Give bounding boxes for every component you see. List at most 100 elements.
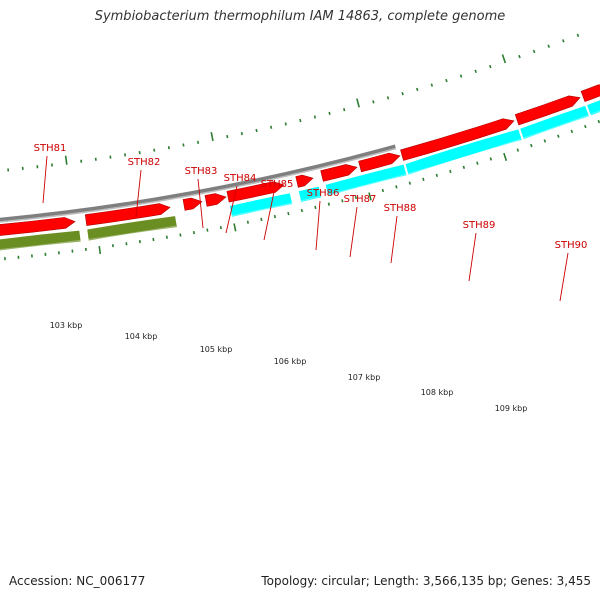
cds-arrow	[358, 152, 401, 173]
scale-tick	[328, 111, 331, 116]
upper-tick	[395, 185, 398, 189]
scale-tick	[255, 128, 258, 133]
upper-tick	[476, 161, 479, 165]
feature-highlight	[590, 110, 600, 116]
gene-label: STH81	[34, 143, 67, 154]
upper-tick	[435, 173, 439, 178]
feature-block	[587, 100, 600, 116]
scale-tick	[562, 39, 565, 43]
scale-tick	[182, 143, 185, 147]
cds-arrow	[400, 118, 515, 161]
feature-block	[405, 129, 522, 175]
feature-highlight	[327, 173, 407, 196]
scale-label: 104 kbp	[125, 332, 158, 341]
gene-label: STH88	[384, 203, 417, 214]
scale-label: 107 kbp	[348, 373, 381, 382]
scale-label: 103 kbp	[50, 321, 83, 330]
upper-tick	[584, 124, 587, 129]
feature-highlight	[231, 202, 293, 217]
upper-tick	[597, 119, 600, 124]
upper-ticks	[4, 119, 600, 261]
gene-leader	[225, 185, 238, 234]
cds-arrow	[295, 174, 314, 188]
feature-block	[229, 193, 293, 217]
scale-tick	[299, 118, 302, 123]
upper-tick	[341, 199, 344, 203]
scale-tick	[489, 64, 492, 69]
upper-tick	[260, 217, 263, 222]
gene-label: STH90	[555, 240, 588, 251]
gene-leader	[468, 232, 477, 282]
scale-tick	[430, 83, 434, 87]
gene-label: STH89	[463, 220, 496, 231]
scale-label: 108 kbp	[421, 388, 454, 397]
gene-leaders	[42, 155, 569, 302]
scale-tick	[532, 49, 536, 54]
gene-label: STH87	[344, 194, 377, 205]
upper-tick	[489, 157, 493, 161]
cds-arrow	[580, 84, 600, 103]
feature-block	[298, 186, 322, 202]
scale-tick	[64, 155, 68, 165]
scale-tick	[474, 69, 477, 74]
scale-tick	[518, 54, 521, 59]
gene-leader	[135, 169, 142, 218]
upper-tick	[557, 134, 560, 138]
cds-track	[0, 84, 600, 236]
gene-leader	[197, 178, 204, 229]
scale-tick	[501, 54, 507, 64]
upper-tick	[233, 223, 237, 232]
upper-tick	[273, 214, 276, 219]
upper-tick	[530, 143, 533, 148]
upper-tick	[327, 202, 331, 206]
cds-arrow	[320, 164, 358, 182]
backbone-line	[0, 144, 396, 222]
scale-tick	[445, 78, 448, 83]
gene-leader	[390, 215, 398, 264]
gene-label: STH84	[224, 173, 257, 184]
upper-tick	[314, 205, 317, 210]
upper-tick	[543, 139, 547, 143]
gene-leader	[559, 252, 569, 302]
feature-highlight	[300, 195, 322, 202]
feature-block	[325, 164, 407, 196]
feature-highlight	[408, 138, 522, 175]
upper-tick	[449, 169, 452, 174]
feature-highlight	[88, 225, 177, 241]
scale-tick	[386, 96, 390, 100]
scale-tick	[401, 92, 404, 96]
upper-tick	[179, 233, 182, 237]
cds-arrow	[226, 181, 285, 203]
cds-arrow	[204, 193, 227, 207]
gene-label: STH85	[261, 179, 294, 190]
scale-tick	[240, 131, 243, 136]
scale-tick	[416, 87, 419, 92]
gene-leader	[315, 200, 321, 251]
scale-label: 105 kbp	[200, 345, 233, 354]
scale-tick	[210, 132, 214, 142]
feature-highlight	[523, 114, 589, 139]
upper-tick	[462, 165, 466, 169]
scale-labels: 103 kbp 104 kbp 105 kbp 106 kbp 107 kbp 108 k…	[50, 321, 528, 413]
scale-tick	[576, 33, 580, 38]
gene-leader	[42, 155, 48, 204]
gene-label: STH86	[307, 188, 340, 199]
cds-arrow	[182, 197, 203, 211]
scale-tick	[343, 108, 346, 112]
scale-tick	[284, 122, 287, 126]
upper-tick	[300, 208, 304, 213]
feature-track	[0, 100, 600, 251]
backbone	[0, 144, 397, 223]
accession-label: Accession: NC_006177	[9, 574, 146, 588]
feature-highlight	[0, 239, 81, 251]
scale-tick	[226, 134, 229, 139]
scale-ticks	[7, 33, 580, 172]
upper-tick	[287, 211, 290, 216]
scale-tick	[372, 100, 375, 104]
gene-leader	[349, 206, 358, 258]
scale-tick	[270, 125, 273, 129]
cds-arrow	[514, 95, 581, 126]
cds-arrow	[0, 217, 76, 236]
scale-tick	[459, 74, 463, 78]
